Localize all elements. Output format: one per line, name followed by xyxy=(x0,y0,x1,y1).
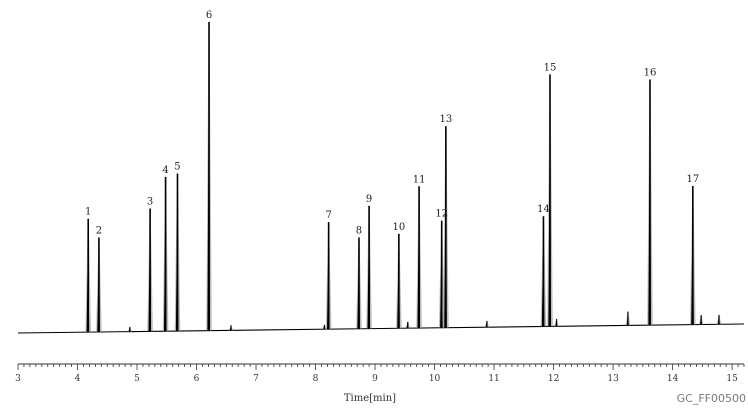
x-tick-label: 13 xyxy=(607,374,619,384)
peak-16 xyxy=(647,79,653,326)
minor-peak xyxy=(405,321,411,329)
peak-17 xyxy=(690,186,696,325)
peak-label-10: 10 xyxy=(392,222,405,233)
x-axis-title: Time[min] xyxy=(344,393,396,404)
x-tick-label: 7 xyxy=(253,374,259,384)
peak-10 xyxy=(396,233,402,329)
x-tick-label: 11 xyxy=(488,374,499,384)
peak-label-7: 7 xyxy=(325,210,331,221)
peak-5 xyxy=(174,173,181,332)
x-tick-label: 14 xyxy=(667,374,679,384)
x-tick-label: 3 xyxy=(15,374,21,384)
x-tick-label: 9 xyxy=(372,374,378,384)
peak-label-3: 3 xyxy=(147,197,153,208)
peak-label-14: 14 xyxy=(537,204,550,215)
peak-6 xyxy=(206,21,212,331)
peak-2 xyxy=(96,237,102,332)
peak-label-8: 8 xyxy=(356,225,362,236)
minor-peak xyxy=(716,314,722,325)
peak-label-13: 13 xyxy=(439,114,452,125)
peak-label-4: 4 xyxy=(162,165,168,176)
peak-9 xyxy=(366,205,372,329)
peak-label-11: 11 xyxy=(413,174,426,185)
minor-peak xyxy=(625,311,631,326)
peak-label-15: 15 xyxy=(544,62,557,73)
chromatogram-trace-layer xyxy=(17,21,745,334)
chromatogram-baseline xyxy=(17,323,745,334)
x-tick-label: 12 xyxy=(548,374,559,384)
minor-peak xyxy=(322,324,327,330)
minor-peak xyxy=(484,320,490,328)
x-tick-label: 10 xyxy=(429,374,441,384)
peak-label-16: 16 xyxy=(644,67,657,78)
peak-label-1: 1 xyxy=(85,207,91,218)
peak-15 xyxy=(547,74,553,327)
peak-3 xyxy=(147,208,153,332)
minor-peak xyxy=(698,315,704,325)
x-tick-label: 8 xyxy=(313,374,319,384)
x-axis: 3 4 5 6 7 8 9 10 11 12 13 14 15 xyxy=(15,363,745,384)
x-tick-label: 15 xyxy=(726,374,738,384)
minor-peak xyxy=(554,319,559,327)
minor-peak xyxy=(127,326,133,332)
x-tick-label: 4 xyxy=(75,374,81,384)
peak-1 xyxy=(85,218,92,333)
peak-label-6: 6 xyxy=(206,10,212,21)
peak-14 xyxy=(540,216,547,327)
peak-label-9: 9 xyxy=(366,194,372,205)
watermark-label: GC_FF00500 xyxy=(676,392,746,405)
peak-12 xyxy=(438,220,445,328)
peak-label-17: 17 xyxy=(686,174,699,185)
peak-13 xyxy=(443,126,449,328)
peak-4 xyxy=(162,176,169,332)
peak-label-5: 5 xyxy=(174,162,180,173)
peak-11 xyxy=(416,186,422,329)
peak-label-2: 2 xyxy=(96,225,102,236)
x-tick-label: 6 xyxy=(194,374,200,384)
peak-8 xyxy=(356,237,362,329)
x-tick-label: 5 xyxy=(134,374,140,384)
peak-label-12: 12 xyxy=(435,209,448,220)
peak-7 xyxy=(325,222,332,330)
minor-peak xyxy=(228,325,234,331)
